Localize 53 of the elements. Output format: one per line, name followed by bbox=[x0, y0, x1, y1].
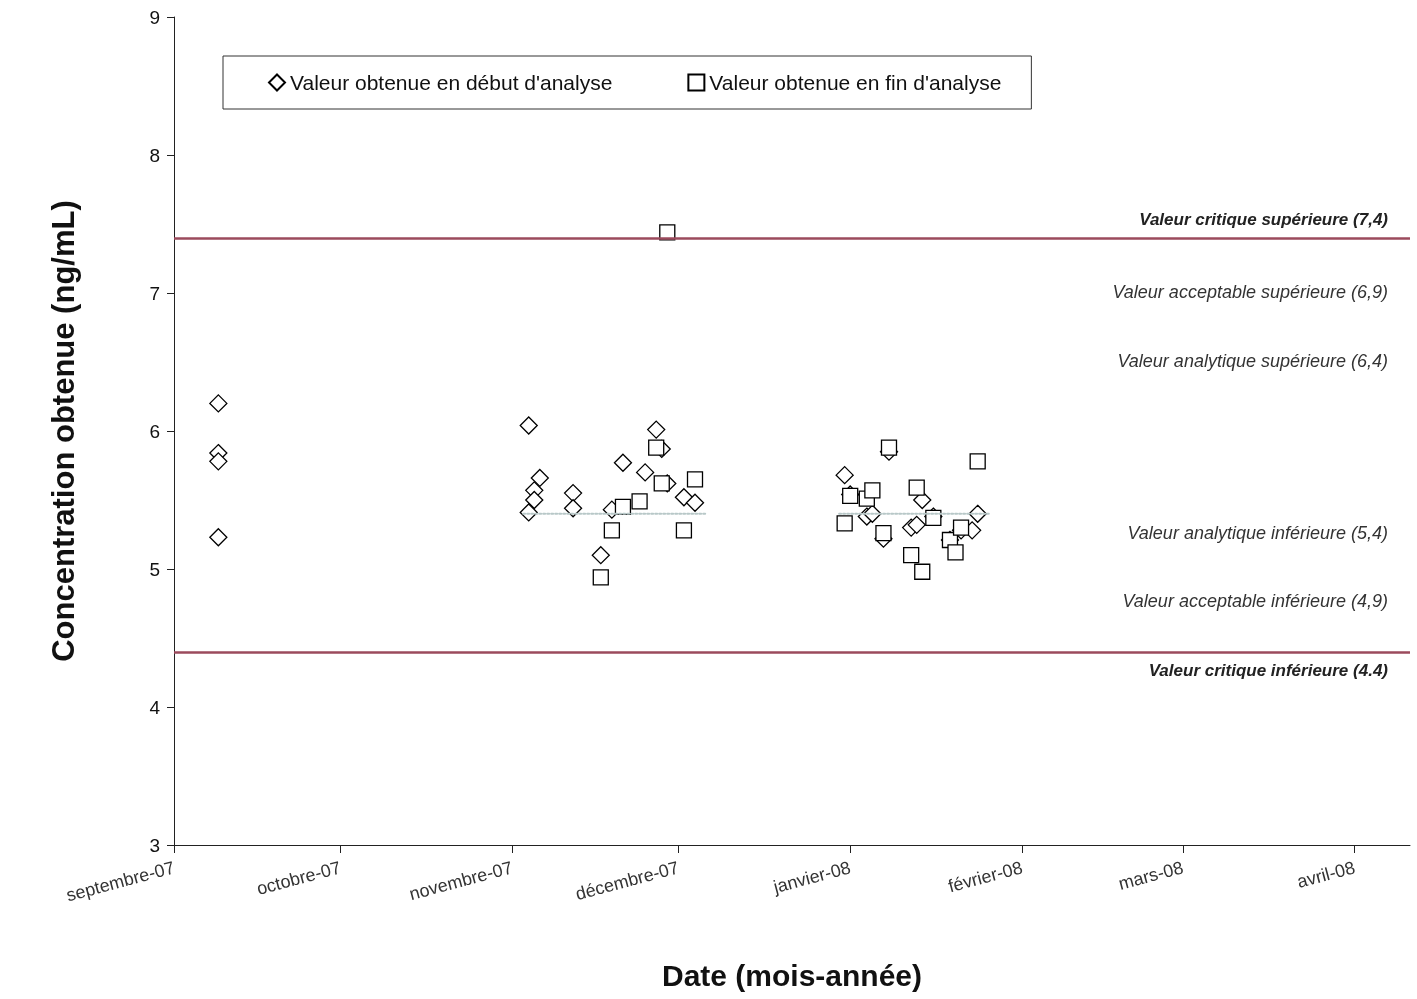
point bbox=[907, 515, 926, 534]
point bbox=[209, 452, 228, 471]
annotation: Valeur acceptable supérieure (6,9) bbox=[1112, 282, 1388, 302]
x-tick-label: avril-08 bbox=[1294, 857, 1358, 892]
y-tick-label: 6 bbox=[149, 420, 160, 442]
ref-line-label: Valeur critique inférieure (4.4) bbox=[1148, 660, 1389, 680]
point bbox=[647, 420, 666, 439]
legend-label: Valeur obtenue en fin d'analyse bbox=[709, 71, 1002, 94]
y-axis-title: Concentration obtenue (ng/mL) bbox=[46, 200, 81, 662]
annotation: Valeur analytique inférieure (5,4) bbox=[1127, 523, 1388, 543]
point bbox=[686, 471, 704, 488]
point bbox=[875, 524, 892, 542]
point bbox=[635, 463, 655, 482]
ref-line-label: Valeur critique supérieure (7,4) bbox=[1139, 209, 1389, 229]
x-axis-title: Date (mois-année) bbox=[661, 958, 923, 992]
point bbox=[592, 569, 609, 586]
point bbox=[209, 528, 228, 547]
y-tick-label: 7 bbox=[149, 282, 160, 304]
point bbox=[603, 522, 621, 539]
point bbox=[914, 563, 931, 580]
point bbox=[209, 394, 228, 413]
point bbox=[969, 453, 986, 470]
y-tick-label: 8 bbox=[149, 144, 160, 166]
point bbox=[525, 490, 544, 510]
point bbox=[952, 519, 970, 536]
point bbox=[530, 468, 549, 488]
point bbox=[631, 493, 648, 510]
point bbox=[613, 453, 633, 472]
point bbox=[836, 515, 853, 532]
point bbox=[591, 546, 610, 565]
point bbox=[903, 547, 920, 564]
point bbox=[864, 482, 881, 499]
y-tick-label: 3 bbox=[149, 834, 160, 856]
point bbox=[563, 499, 583, 518]
y-tick-label: 5 bbox=[149, 558, 160, 580]
point bbox=[519, 416, 538, 435]
point bbox=[947, 544, 964, 561]
point bbox=[563, 483, 583, 503]
point bbox=[835, 466, 854, 485]
point bbox=[653, 475, 670, 492]
legend-label: Valeur obtenue en début d'analyse bbox=[290, 71, 613, 94]
point bbox=[842, 487, 859, 505]
point bbox=[674, 488, 694, 507]
point bbox=[675, 522, 693, 539]
point bbox=[685, 493, 705, 512]
y-tick-label: 4 bbox=[149, 696, 161, 718]
annotation: Valeur acceptable inférieure (4,9) bbox=[1122, 591, 1388, 611]
point bbox=[908, 479, 925, 496]
annotation: Valeur analytique supérieure (6,4) bbox=[1117, 351, 1388, 371]
point bbox=[880, 439, 898, 456]
point bbox=[648, 439, 665, 456]
x-tick-label: mars-08 bbox=[1116, 857, 1186, 894]
y-tick-label: 9 bbox=[149, 6, 160, 28]
